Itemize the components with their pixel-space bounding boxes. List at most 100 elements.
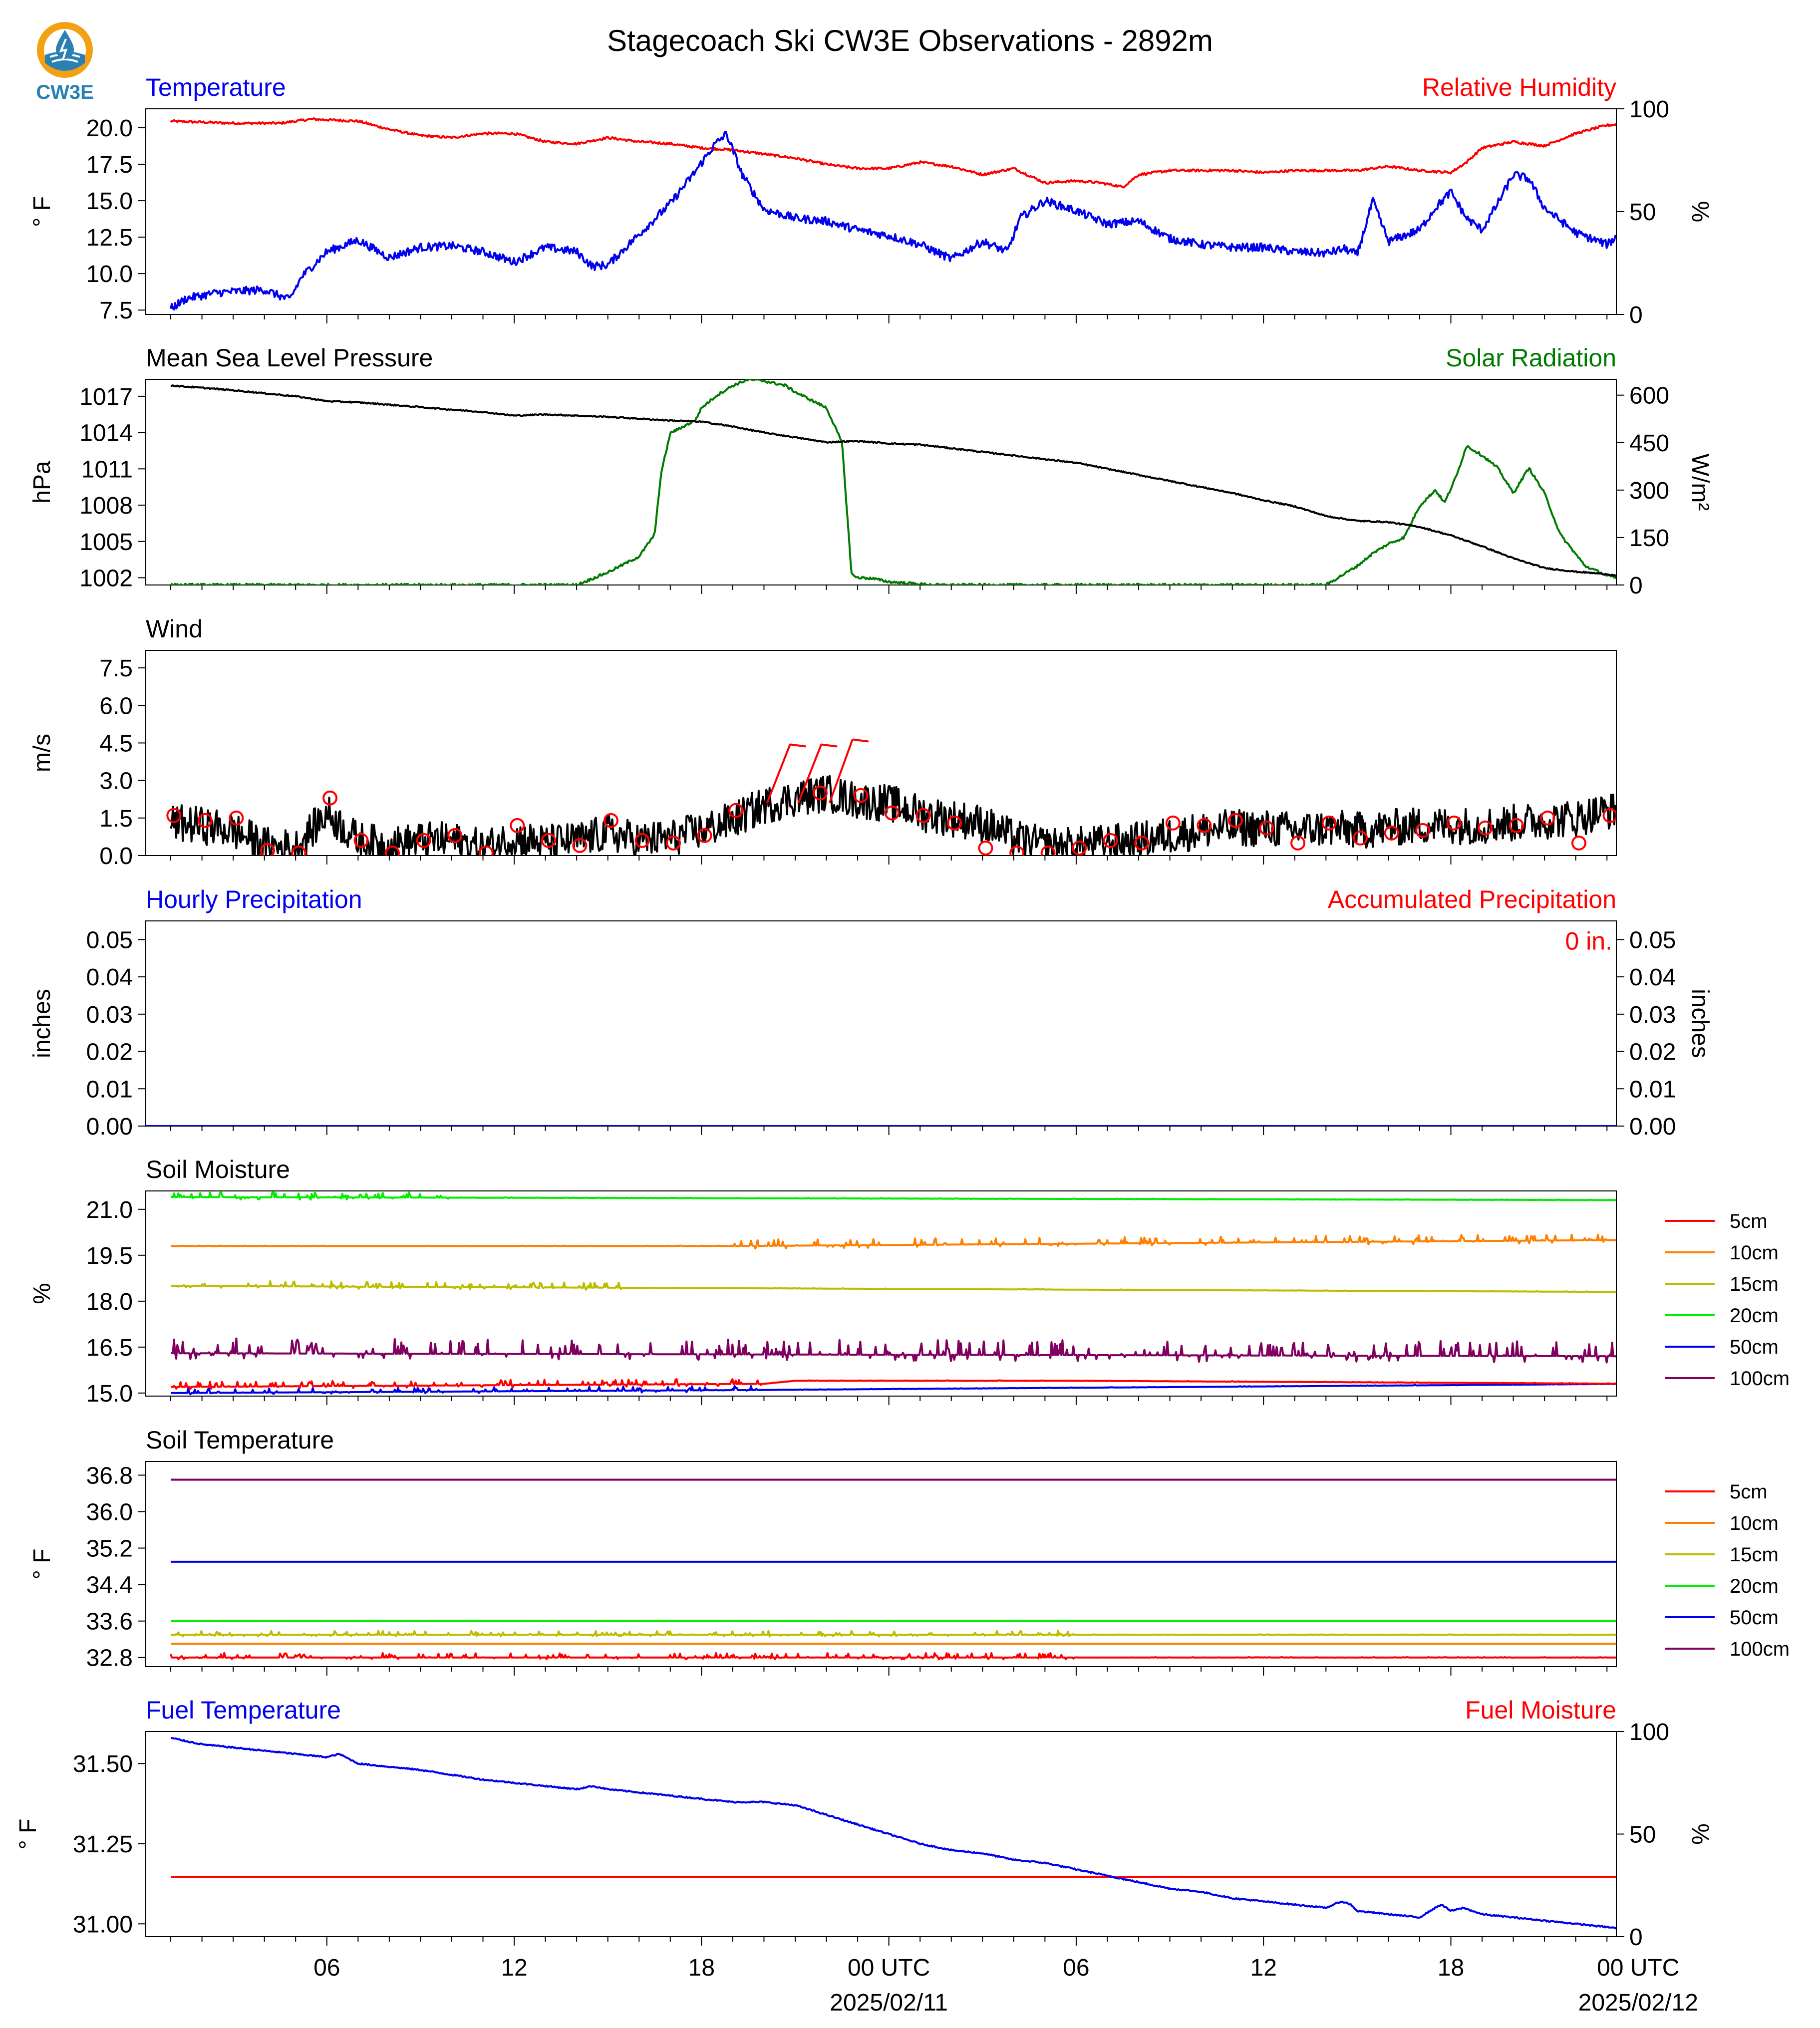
- panel-title-right: Accumulated Precipitation: [1328, 885, 1616, 913]
- wind-calm-marker: [510, 818, 525, 833]
- wind-calm-marker: [1446, 815, 1462, 831]
- plot-frame: [145, 1190, 1617, 1397]
- y-tick-label-right: 0.03: [1629, 1002, 1676, 1028]
- series-line-soil_5cm: [171, 1378, 1616, 1390]
- panel-wind: Wind 0.0 1.5 3.0 4.5 6.0 7.5 m/s: [29, 615, 1617, 869]
- y-tick-label: 3.0: [99, 768, 133, 795]
- wind-calm-marker: [1009, 845, 1025, 856]
- panel-soil_temperature: Soil Temperature 32.8 33.6 34.4 35.2 36.0 36.8…: [29, 1426, 1790, 1676]
- y-tick-label-right: 450: [1629, 430, 1669, 457]
- y-axis-label: inches: [29, 989, 55, 1058]
- x-tick-label: 06: [313, 1955, 340, 1981]
- wind-calm-marker: [1259, 820, 1274, 836]
- y-tick-label-right: 0.00: [1629, 1114, 1676, 1140]
- y-tick-label: 4.5: [99, 730, 133, 757]
- series-line-soil_15cm: [171, 1280, 1616, 1293]
- y-tick-label: 1002: [79, 565, 133, 591]
- wind-calm-marker: [1072, 840, 1087, 856]
- series-line-fuel_temp: [170, 1737, 1616, 1930]
- legend-label-50cm: 50cm: [1730, 1336, 1779, 1358]
- series-group: [170, 379, 1616, 585]
- wind-calm-marker: [1384, 825, 1399, 841]
- legend-label-10cm: 10cm: [1730, 1512, 1779, 1534]
- y-tick-label-right: 0.05: [1629, 927, 1676, 953]
- y-axis-label: m/s: [29, 734, 55, 772]
- y-tick-label: 12.5: [86, 225, 133, 251]
- plot-frame: [145, 650, 1617, 856]
- wind-calm-marker: [728, 803, 744, 818]
- legend-label-5cm: 5cm: [1730, 1481, 1768, 1503]
- y-tick-label: 0.01: [86, 1076, 133, 1103]
- y-axis-label-right: %: [1687, 1823, 1713, 1845]
- x-tick-label: 00 UTC: [848, 1955, 930, 1981]
- panel-temp_rh: Temperature Relative Humidity 7.5 10.0 12.5 1…: [29, 73, 1713, 328]
- series-line-pressure: [170, 384, 1616, 577]
- wind-calm-marker: [884, 805, 900, 821]
- y-axis-label: %: [29, 1283, 55, 1304]
- wind-barb-flag: [790, 743, 806, 748]
- wind-calm-marker: [572, 838, 588, 853]
- y-tick-label: 31.00: [73, 1911, 133, 1938]
- series-line-soil_10cm: [171, 1233, 1616, 1250]
- y-tick-label: 1014: [79, 420, 133, 447]
- legend-label-15cm: 15cm: [1730, 1544, 1779, 1566]
- series-line-soil_5cm: [170, 1652, 1616, 1661]
- wind-barb-flag: [852, 738, 869, 743]
- wind-calm-marker: [603, 813, 618, 828]
- series-line-soil_20cm: [171, 1191, 1616, 1201]
- y-tick-label: 1011: [81, 456, 133, 483]
- wind-barb-flag: [821, 743, 838, 748]
- y-tick-label: 21.0: [86, 1197, 133, 1223]
- y-tick-label-right: 0.02: [1629, 1039, 1676, 1066]
- y-tick-label-right: 50: [1629, 1822, 1656, 1848]
- y-tick-label: 7.5: [99, 297, 133, 324]
- y-tick-label-right: 100: [1629, 96, 1669, 123]
- wind-calm-marker: [1321, 815, 1337, 831]
- y-tick-label-right: 150: [1629, 525, 1669, 552]
- wind-calm-marker: [1571, 835, 1586, 851]
- y-tick-label-right: 0: [1629, 573, 1643, 599]
- y-tick-label: 36.0: [86, 1499, 133, 1525]
- y-tick-label: 1017: [79, 384, 133, 410]
- y-tick-label-right: 600: [1629, 383, 1669, 409]
- wind-calm-marker: [853, 788, 869, 803]
- x-tick-label: 18: [1438, 1955, 1464, 1981]
- wind-barb-staff: [797, 744, 823, 804]
- x-tick-label: 12: [1250, 1955, 1277, 1981]
- y-axis-label: ° F: [29, 1549, 55, 1580]
- y-tick-label: 0.00: [86, 1114, 133, 1140]
- wind-calm-marker: [541, 833, 556, 848]
- wind-calm-marker: [1103, 833, 1118, 848]
- panel-title-left: Temperature: [146, 73, 286, 101]
- y-axis-label-right: %: [1687, 201, 1713, 223]
- panel-title-left: Soil Moisture: [146, 1156, 290, 1183]
- y-tick-label: 15.0: [86, 188, 133, 215]
- series-line-soil_100cm: [171, 1337, 1616, 1364]
- series-line-soil_15cm: [171, 1630, 1616, 1638]
- legend-label-20cm: 20cm: [1730, 1575, 1779, 1597]
- panel-title-left: Fuel Temperature: [146, 1696, 341, 1724]
- y-tick-label: 18.0: [86, 1289, 133, 1315]
- y-tick-label: 20.0: [86, 115, 133, 142]
- panel-title-left: Wind: [146, 615, 203, 643]
- y-tick-label: 36.8: [86, 1462, 133, 1489]
- wind-barb-staff: [828, 739, 854, 804]
- y-tick-label: 0.0: [99, 843, 133, 869]
- y-tick-label: 0.04: [86, 964, 133, 991]
- y-tick-label: 32.8: [86, 1645, 133, 1672]
- y-tick-label: 0.03: [86, 1002, 133, 1028]
- wind-calm-marker: [1197, 818, 1212, 833]
- wind-calm-marker: [385, 845, 400, 856]
- wind-calm-marker: [666, 835, 681, 851]
- panel-precip: Hourly Precipitation Accumulated Precipit…: [29, 885, 1713, 1140]
- cw3e-water-drop-logo-icon: CW3E: [36, 22, 94, 103]
- y-tick-label: 0.05: [86, 927, 133, 953]
- wind-calm-marker: [1040, 845, 1056, 856]
- y-tick-label: 35.2: [86, 1536, 133, 1562]
- wind-calm-marker: [322, 790, 338, 806]
- legend-label-100cm: 100cm: [1730, 1368, 1790, 1390]
- series-line-soil_50cm: [171, 1383, 1616, 1396]
- wind-calm-marker: [978, 840, 993, 856]
- y-tick-label: 1.5: [99, 806, 133, 832]
